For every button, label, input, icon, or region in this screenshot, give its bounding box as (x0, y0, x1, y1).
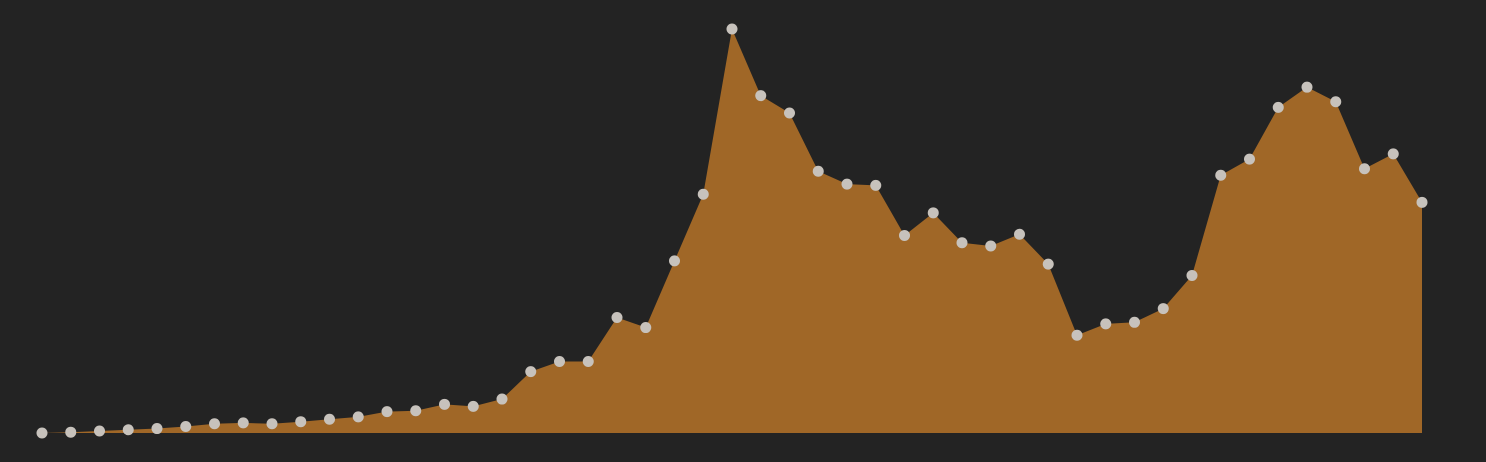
data-point (985, 240, 997, 252)
data-point (209, 418, 220, 430)
data-point (295, 416, 307, 428)
data-point (582, 355, 594, 367)
data-point (1244, 153, 1255, 165)
data-point (554, 355, 565, 367)
data-point (525, 366, 537, 378)
data-point (1215, 169, 1227, 181)
data-point (640, 322, 652, 334)
data-point (784, 107, 795, 119)
data-point (1071, 329, 1083, 341)
data-point (1100, 318, 1112, 330)
data-point (180, 421, 192, 433)
data-point (1129, 316, 1140, 328)
data-point (439, 398, 450, 410)
data-point (697, 188, 709, 200)
data-point (669, 255, 680, 267)
data-point (1359, 163, 1370, 175)
data-point (812, 165, 824, 177)
data-point (956, 237, 968, 249)
data-point (36, 427, 48, 439)
data-point-markers (36, 23, 1428, 439)
data-point (1157, 303, 1169, 315)
data-point (410, 405, 422, 417)
data-point (65, 426, 77, 438)
data-point (1330, 96, 1342, 108)
data-point (611, 311, 623, 323)
data-point (1042, 258, 1054, 270)
data-point (927, 207, 939, 219)
data-point (755, 90, 767, 102)
data-point (870, 179, 882, 191)
data-point (899, 229, 910, 241)
area-series (42, 29, 1422, 433)
data-point (324, 413, 335, 425)
data-point (1014, 228, 1025, 240)
data-point (94, 425, 105, 437)
data-point (266, 418, 278, 430)
data-point (122, 424, 134, 436)
data-point (1186, 269, 1198, 281)
data-point (1416, 196, 1428, 208)
data-point (1387, 148, 1399, 160)
data-point (726, 23, 738, 35)
data-point (1272, 101, 1284, 113)
data-point (841, 178, 853, 190)
data-point (237, 417, 249, 429)
data-point (352, 411, 364, 423)
data-point (151, 423, 163, 435)
data-point (496, 393, 508, 405)
data-point (467, 400, 479, 412)
data-point (381, 406, 393, 418)
data-point (1301, 81, 1313, 93)
